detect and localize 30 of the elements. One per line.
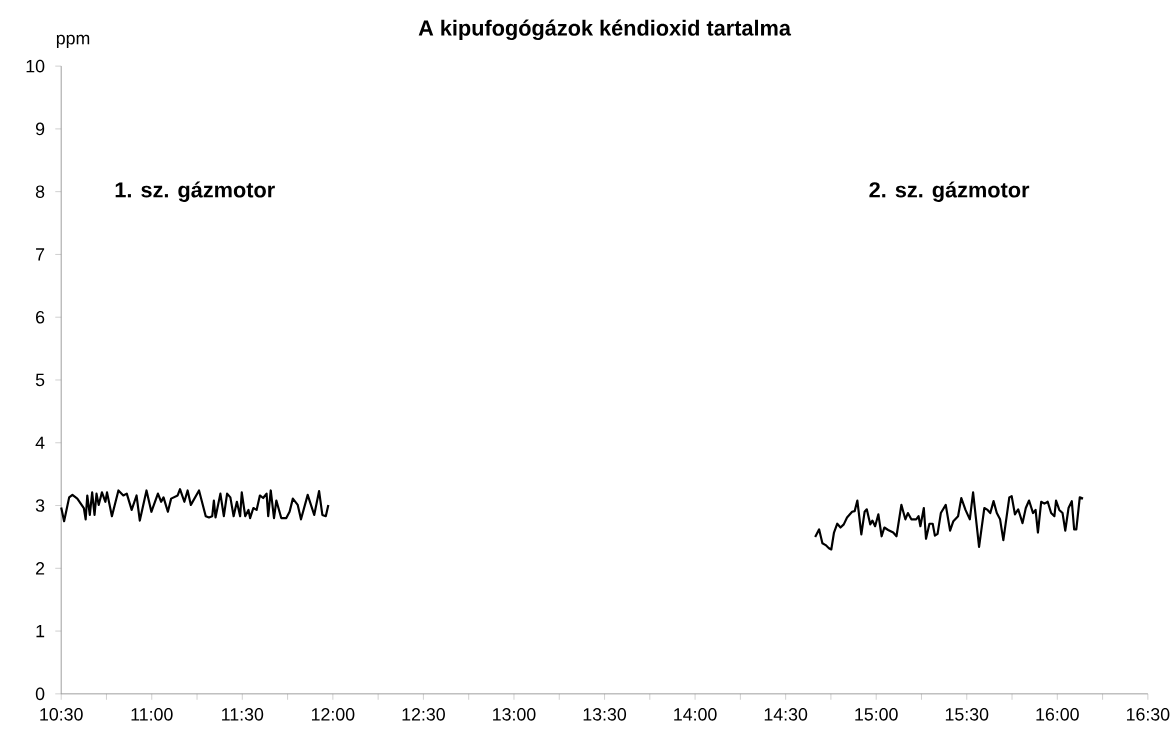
x-tick-label: 15:30 [945,707,989,721]
x-tick-label: 16:30 [1126,707,1170,721]
x-tick-label: 11:00 [131,707,173,721]
y-tick-label: 7 [36,248,45,261]
y-tick-label: 8 [35,185,45,198]
chart-title: A kipufogógázok kéndioxid tartalma [418,19,792,40]
x-tick-label: 15:00 [855,707,898,721]
x-tick-label: 16:00 [1036,707,1079,721]
x-tick-label: 13:00 [493,707,536,721]
y-tick-label: 9 [35,122,45,136]
line-series [814,491,1085,551]
x-tick-label: 14:00 [674,707,717,721]
y-axis-title: ppm [56,34,90,48]
y-tick-label: 0 [35,687,45,701]
x-tick-label: 10:30 [40,707,83,721]
y-tick-label: 4 [35,436,45,449]
x-tick-label: 14:30 [764,707,808,721]
y-tick-label: 3 [35,499,45,512]
y-tick-label: 10 [26,59,45,73]
y-tick-label: 5 [35,373,45,387]
x-tick-label: 11:30 [222,707,264,721]
y-tick-label: 1 [36,624,45,638]
x-tick-label: 12:00 [312,707,355,721]
x-tick-label: 13:30 [583,707,627,721]
y-tick-label: 6 [36,310,45,324]
annotation: 2. sz. gázmotor [869,181,1030,202]
x-tick-label: 12:30 [402,707,445,721]
annotation: 1. sz. gázmotor [115,181,275,202]
line-series [60,488,330,523]
y-tick-label: 2 [36,561,45,575]
